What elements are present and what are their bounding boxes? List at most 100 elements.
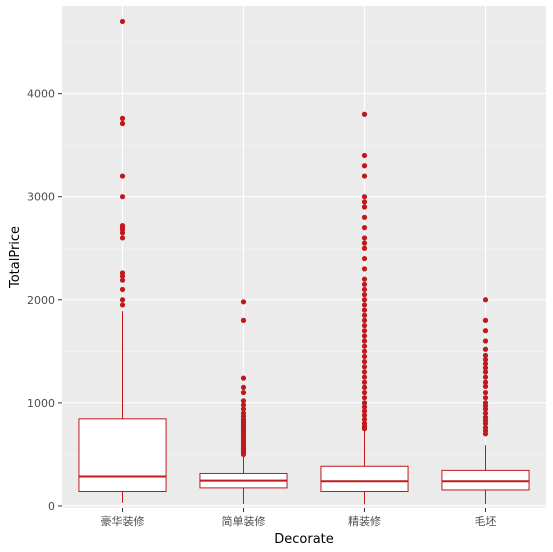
outlier-point [482, 383, 489, 389]
outlier-point [361, 404, 368, 410]
outlier-point [361, 426, 368, 432]
outlier-point [482, 410, 489, 416]
outlier-point [482, 395, 489, 401]
box-group [320, 111, 409, 505]
outlier-point [361, 317, 368, 323]
outlier-point [361, 302, 368, 308]
x-tick-label: 精装修 [348, 514, 381, 528]
outlier-point [361, 343, 368, 349]
box-group [199, 299, 288, 504]
outlier-point [361, 312, 368, 318]
outlier-point [361, 173, 368, 179]
outlier-point [361, 389, 368, 396]
outlier-point [361, 214, 368, 220]
outlier-point [240, 451, 247, 457]
outlier-point [482, 317, 489, 323]
y-axis: 0 1000 2000 3000 4000 [27, 88, 62, 513]
outlier-point [361, 348, 368, 354]
outlier-point [119, 115, 126, 121]
outlier-point [361, 359, 368, 365]
outlier-point [119, 286, 126, 293]
x-axis-title: Decorate [274, 532, 334, 547]
outlier-point [361, 297, 368, 303]
outlier-point [361, 379, 368, 385]
outlier-point [361, 111, 368, 117]
outlier-point [482, 346, 489, 352]
outlier-point [482, 297, 489, 303]
outlier-point [240, 402, 247, 408]
outlier-point [119, 194, 126, 200]
outlier-point [482, 389, 489, 396]
outlier-point [361, 281, 368, 287]
outlier-point [482, 328, 489, 334]
x-tick-label: 豪华装修 [101, 514, 145, 528]
outlier-point [119, 173, 126, 179]
outlier-point [482, 379, 489, 385]
outlier-point [361, 204, 368, 210]
outlier-point [482, 356, 489, 363]
outlier-point [119, 18, 126, 25]
box-group [441, 297, 530, 504]
outlier-point [240, 317, 247, 323]
outlier-point [361, 225, 368, 231]
outlier-point [482, 431, 489, 437]
x-tick-label: 毛坯 [475, 515, 497, 528]
box-iqr [78, 418, 167, 493]
y-tick-label: 4000 [27, 88, 55, 101]
outlier-point [361, 322, 368, 329]
outlier-point [361, 369, 368, 375]
y-tick-label: 3000 [27, 191, 55, 204]
outlier-point [361, 364, 368, 370]
outlier-point [482, 365, 489, 371]
outlier-point [361, 255, 368, 262]
outlier-point [361, 286, 368, 293]
outlier-point [119, 302, 126, 308]
outlier-point [361, 400, 368, 406]
outlier-point [482, 352, 489, 359]
outlier-point [240, 389, 247, 396]
outlier-point [482, 361, 489, 367]
outlier-point [361, 416, 368, 422]
outlier-point [119, 277, 126, 283]
outlier-point [361, 163, 368, 169]
outlier-point [240, 398, 247, 404]
outlier-point [482, 406, 489, 412]
outlier-point [361, 276, 368, 282]
outlier-point [119, 230, 126, 236]
outlier-point [361, 408, 368, 414]
box-iqr [441, 469, 530, 491]
outlier-point [240, 375, 247, 381]
y-tick-label: 1000 [27, 397, 55, 410]
outlier-point [482, 420, 489, 427]
box-layer [78, 18, 530, 505]
outlier-point [361, 152, 368, 159]
outlier-point [361, 292, 368, 298]
outlier-point [361, 240, 368, 246]
outlier-point [361, 412, 368, 418]
y-tick-label: 2000 [27, 294, 55, 307]
outlier-point [361, 395, 368, 401]
y-tick-label: 0 [48, 500, 55, 513]
outlier-point [482, 338, 489, 344]
box-iqr [320, 465, 409, 493]
outlier-point [361, 333, 368, 339]
outlier-point [361, 307, 368, 313]
outlier-point [361, 235, 368, 241]
box-group [78, 18, 167, 503]
outlier-point [482, 374, 489, 380]
outlier-point [361, 199, 368, 205]
outlier-point [361, 194, 368, 200]
outlier-point [240, 384, 247, 390]
x-tick-label: 简单装修 [222, 514, 266, 528]
outlier-point [361, 266, 368, 272]
outlier-point [361, 353, 368, 360]
outlier-point [482, 369, 489, 375]
outlier-point [119, 235, 126, 241]
y-axis-title: TotalPrice [8, 226, 23, 289]
outlier-point [119, 297, 126, 303]
outlier-point [361, 338, 368, 344]
outlier-point [240, 299, 247, 305]
outlier-point [119, 120, 126, 127]
